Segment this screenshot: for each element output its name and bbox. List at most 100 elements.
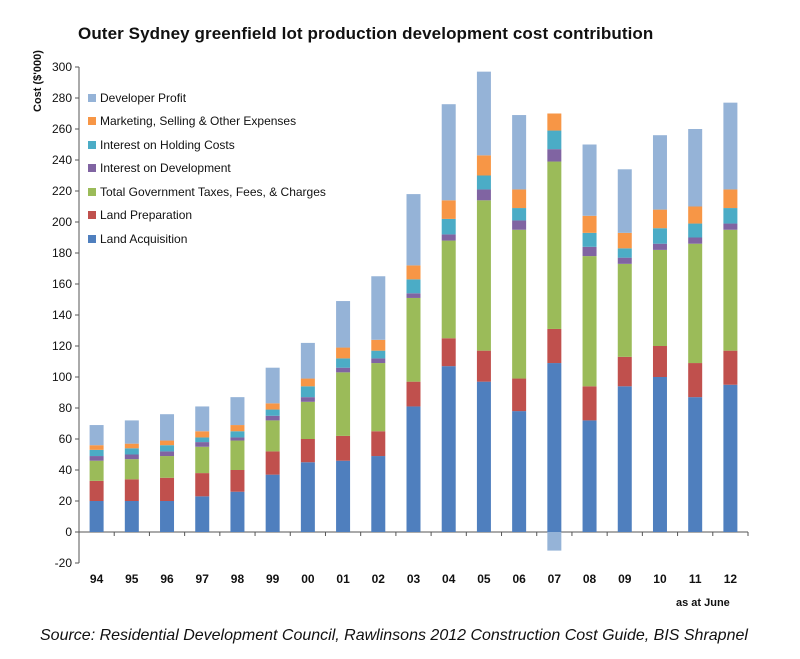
x-tick-label: 98: [231, 572, 245, 586]
bar-segment: [124, 479, 139, 501]
bar-segment: [195, 473, 210, 497]
bar-segment: [300, 342, 315, 379]
bar-segment: [441, 200, 456, 219]
bar-segment: [300, 401, 315, 439]
bar-segment: [441, 218, 456, 235]
legend-swatch: [88, 93, 96, 102]
bar-segment: [617, 356, 632, 387]
x-tick-label: 00: [301, 572, 315, 586]
x-tick-label: 10: [653, 572, 667, 586]
bar-segment: [371, 339, 386, 351]
bar-segment: [336, 435, 351, 461]
bar-segment: [371, 358, 386, 364]
bar-segment: [547, 532, 562, 551]
bar-segment: [652, 377, 667, 532]
bar-segment: [124, 459, 139, 480]
bar-segment: [124, 448, 139, 455]
y-tick-label: 140: [52, 308, 72, 322]
bar-segment: [582, 144, 597, 216]
bar-segment: [723, 350, 738, 385]
bar-segment: [688, 206, 703, 224]
bar-segment: [723, 189, 738, 209]
x-tick-label: 99: [266, 572, 280, 586]
bar-segment: [124, 501, 139, 532]
y-tick-label: 40: [59, 463, 73, 477]
bar-segment: [617, 263, 632, 357]
bar-segment: [512, 220, 527, 230]
bar-segment: [371, 456, 386, 532]
bar-segment: [371, 431, 386, 457]
bar-segment: [512, 411, 527, 532]
y-tick-label: 20: [59, 494, 73, 508]
bar-segment: [476, 350, 491, 382]
bar-segment: [89, 449, 104, 457]
bar-segment: [476, 155, 491, 176]
x-tick-label: 03: [407, 572, 421, 586]
bar-segment: [124, 454, 139, 460]
bar-segment: [336, 301, 351, 348]
legend-label: Land Acquisition: [100, 231, 188, 246]
bar-segment: [652, 243, 667, 250]
bar-segment: [688, 363, 703, 398]
bar-segment: [160, 477, 175, 501]
legend-item: Interest on Holding Costs: [88, 133, 326, 157]
bar-segment: [652, 209, 667, 229]
bar-segment: [195, 446, 210, 474]
bar-segment: [265, 420, 280, 452]
y-tick-label: 220: [52, 184, 72, 198]
bar-segment: [476, 200, 491, 351]
bar-segment: [406, 293, 421, 298]
bar-segment: [160, 456, 175, 478]
bar-segment: [265, 474, 280, 532]
bar-segment: [300, 386, 315, 398]
bar-segment: [406, 406, 421, 532]
bar-segment: [723, 229, 738, 351]
x-tick-label: 05: [477, 572, 491, 586]
bar-segment: [230, 397, 245, 426]
legend-item: Developer Profit: [88, 86, 326, 110]
bar-segment: [89, 460, 104, 481]
bar-segment: [406, 265, 421, 280]
bar-segment: [582, 256, 597, 387]
x-tick-label: 07: [548, 572, 562, 586]
bar-segment: [476, 189, 491, 201]
bar-segment: [371, 350, 386, 359]
x-tick-label: 01: [336, 572, 350, 586]
legend-item: Total Government Taxes, Fees, & Charges: [88, 180, 326, 204]
bar-segment: [547, 149, 562, 162]
x-tick-label: 12: [724, 572, 738, 586]
x-tick-label: 08: [583, 572, 597, 586]
x-tick-label: 97: [196, 572, 210, 586]
bar-segment: [124, 443, 139, 449]
legend-swatch: [88, 187, 96, 196]
bar-segment: [582, 386, 597, 421]
y-tick-label: 300: [52, 60, 72, 74]
bar-segment: [265, 403, 280, 410]
legend-label: Interest on Development: [100, 161, 231, 176]
chart-legend: Developer Profit Marketing, Selling & Oth…: [88, 86, 326, 251]
bar-segment: [195, 496, 210, 532]
bar-segment: [582, 215, 597, 233]
bar-segment: [617, 248, 632, 258]
bar-segment: [300, 462, 315, 532]
x-tick-label: 95: [125, 572, 139, 586]
y-tick-label: -20: [55, 556, 73, 570]
bar-segment: [406, 297, 421, 382]
bar-segment: [476, 175, 491, 190]
legend-swatch: [88, 211, 96, 220]
bar-segment: [688, 397, 703, 532]
chart-title: Outer Sydney greenfield lot production d…: [78, 24, 654, 43]
legend-label: Interest on Holding Costs: [100, 137, 235, 152]
y-tick-label: 80: [59, 401, 73, 415]
y-tick-label: 280: [52, 91, 72, 105]
bar-segment: [652, 135, 667, 210]
bar-segment: [160, 440, 175, 446]
bar-segment: [723, 102, 738, 190]
bar-segment: [688, 237, 703, 244]
legend-swatch: [88, 140, 96, 149]
y-tick-label: 60: [59, 432, 73, 446]
bar-segment: [441, 234, 456, 241]
bar-segment: [723, 384, 738, 532]
bar-segment: [160, 501, 175, 532]
bar-segment: [195, 406, 210, 432]
